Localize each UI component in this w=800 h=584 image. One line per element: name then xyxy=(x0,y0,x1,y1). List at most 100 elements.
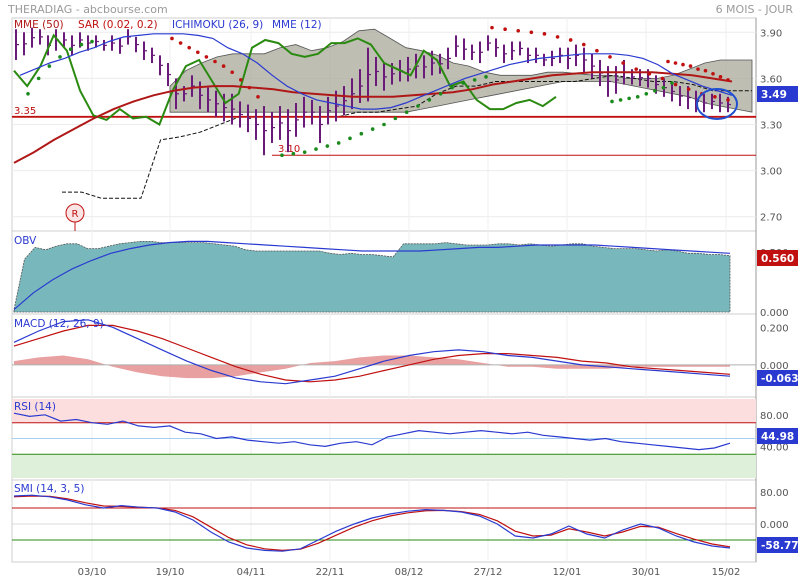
price-tick-label: 3.30 xyxy=(760,121,782,132)
sar-dot xyxy=(427,98,432,102)
sar-dot xyxy=(542,32,547,36)
sar-dot xyxy=(187,45,191,50)
smi-line xyxy=(13,494,731,552)
sar-dot xyxy=(68,47,73,51)
sar-dot xyxy=(239,78,243,82)
mme50-line xyxy=(13,71,733,164)
sar-dot xyxy=(26,91,30,96)
panel-frame-macd xyxy=(11,313,757,398)
price-legend-item: MME (12) xyxy=(272,19,322,31)
smi-tick-label: 80.00 xyxy=(760,488,789,499)
obv-tick-label: 0.000 xyxy=(760,308,789,319)
mme12-line xyxy=(19,33,733,110)
sar-dot xyxy=(404,110,409,115)
support-label-335: 3.35 xyxy=(14,106,36,117)
reference-marker-label: R xyxy=(72,209,79,220)
price-legend-item: ICHIMOKU (26, 9) xyxy=(172,19,263,31)
x-tick-label: 27/12 xyxy=(474,567,503,578)
rsi-overbought-zone xyxy=(12,399,756,423)
sar-dot xyxy=(581,42,586,47)
macd-last-value-box xyxy=(757,370,798,386)
sar-dot xyxy=(348,136,352,141)
rsi-legend: RSI (14) xyxy=(14,401,56,413)
ichimoku-kijun-line xyxy=(62,74,752,199)
macd-tick-label: 0.200 xyxy=(760,323,789,334)
obv-area xyxy=(13,240,731,313)
sar-dot xyxy=(634,67,639,71)
rsi-last-value: 44.98 xyxy=(761,431,794,443)
sar-dot xyxy=(608,55,612,59)
rsi-last-value-box xyxy=(757,428,798,444)
chart-period: 6 MOIS - JOUR xyxy=(716,3,794,16)
sar-dot xyxy=(393,116,398,121)
macd-line xyxy=(13,319,731,385)
macd-last-value: -0.063 xyxy=(761,373,799,385)
sar-dot xyxy=(635,95,640,99)
x-tick-label: 12/01 xyxy=(553,567,582,578)
sar-dot xyxy=(247,85,252,90)
smi-last-value-box xyxy=(757,537,798,553)
x-tick-label: 15/02 xyxy=(712,567,741,578)
x-tick-label: 22/11 xyxy=(316,567,345,578)
sar-dot xyxy=(618,98,623,102)
obv-legend: OBV xyxy=(14,235,37,247)
sar-dot xyxy=(661,85,666,90)
sar-dot xyxy=(196,50,200,55)
sar-dot xyxy=(90,39,94,44)
price-legend-item: SAR (0.02, 0.2) xyxy=(78,19,158,31)
rsi-tick-label: 80.00 xyxy=(760,411,789,422)
obv-last-value-box xyxy=(757,250,798,266)
ichimoku-chikou-line xyxy=(13,33,557,126)
sar-dot xyxy=(450,85,454,90)
sar-dot xyxy=(673,61,678,65)
x-tick-label: 08/12 xyxy=(395,567,424,578)
sar-dot xyxy=(178,41,183,45)
sar-dot xyxy=(416,104,420,108)
sar-dot xyxy=(370,127,375,131)
macd-histogram xyxy=(14,355,730,379)
sar-dot xyxy=(627,96,631,101)
x-tick-label: 30/01 xyxy=(632,567,661,578)
sar-dot xyxy=(213,59,217,64)
ichimoku-cloud xyxy=(169,28,753,113)
rsi-line xyxy=(13,412,731,451)
rsi-tick-label: 40.00 xyxy=(760,442,789,453)
sar-dot xyxy=(359,131,364,136)
sar-dot xyxy=(325,144,330,148)
sar-dot xyxy=(230,70,234,75)
sar-dot xyxy=(79,42,84,47)
x-tick-label: 03/10 xyxy=(78,567,107,578)
rsi-oversold-zone xyxy=(12,454,756,478)
price-tick-label: 3.90 xyxy=(760,28,782,39)
sar-dot xyxy=(291,151,296,156)
sar-dot xyxy=(653,88,657,93)
sar-dot xyxy=(718,75,723,79)
sar-dot xyxy=(673,82,678,87)
sar-dot xyxy=(204,55,209,59)
sar-dot xyxy=(726,78,730,82)
price-tick-label: 3.60 xyxy=(760,74,782,85)
sar-dot xyxy=(703,68,708,73)
sar-dot xyxy=(382,122,386,127)
sar-dot xyxy=(713,95,717,99)
sar-dot xyxy=(696,67,700,71)
price-tick-label: 2.70 xyxy=(760,213,782,224)
sar-dot xyxy=(221,64,226,68)
sar-dot xyxy=(686,87,691,91)
sar-dot xyxy=(461,81,466,85)
sar-dot xyxy=(336,141,341,145)
sar-dot xyxy=(666,59,670,64)
price-last-value: 3.49 xyxy=(761,89,787,101)
sar-dot xyxy=(555,35,560,39)
sar-dot xyxy=(503,27,507,32)
sar-dot xyxy=(610,99,614,104)
support-label-310: 3.10 xyxy=(278,144,300,155)
sar-dot xyxy=(726,98,730,102)
sar-dot xyxy=(660,76,665,81)
sar-dot xyxy=(36,76,41,81)
sar-dot xyxy=(170,36,174,41)
sar-dot xyxy=(516,28,521,33)
sar-dot xyxy=(621,61,625,65)
sar-dot xyxy=(472,78,477,82)
